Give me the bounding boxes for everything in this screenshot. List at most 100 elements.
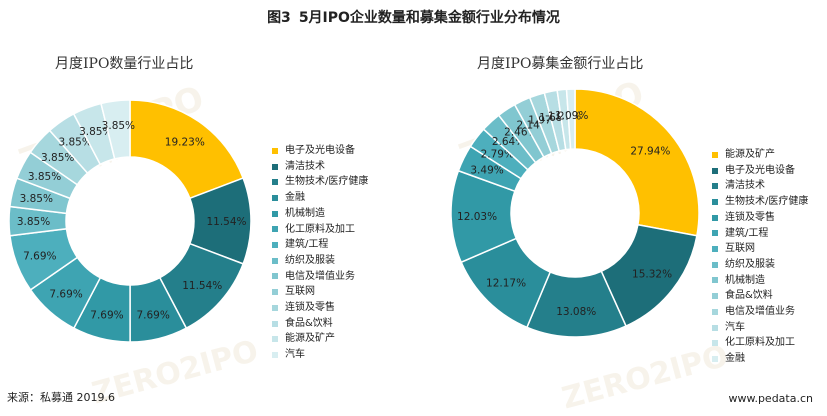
legend-label: 电子及光电设备	[725, 164, 795, 176]
legend-swatch	[712, 230, 718, 237]
legend-label: 电子及光电设备	[285, 145, 355, 156]
legend-label: 食品&饮料	[725, 290, 773, 302]
legend-item: 电子及光电设备	[272, 143, 368, 159]
legend-item: 汽车	[272, 347, 368, 363]
legend-label: 生物技术/医疗健康	[725, 196, 809, 208]
legend-swatch	[712, 198, 718, 205]
legend-swatch	[712, 214, 718, 221]
slice-value-label: 12.17%	[486, 278, 526, 290]
legend-swatch	[272, 336, 278, 343]
slice-value-label: 19.23%	[165, 137, 205, 149]
legend-count: 电子及光电设备 清洁技术生物技术/医疗健康 金融机械制造化工原料及加工建筑/工程 纺织…	[272, 143, 368, 363]
legend-swatch	[712, 293, 718, 300]
slice-value-label: 15.32%	[632, 269, 672, 281]
legend-label: 金融	[285, 192, 305, 204]
legend-item: 金融	[272, 190, 368, 206]
slice-value-label: 2.79%	[481, 148, 514, 160]
legend-label: 能源及矿产	[285, 333, 335, 345]
legend-item: 生物技术/医疗健康	[272, 174, 368, 190]
legend-item: 电子及光电设备	[712, 163, 808, 179]
legend-swatch	[712, 151, 718, 158]
legend-swatch	[712, 183, 718, 190]
slice-value-label: 12.03%	[457, 211, 497, 223]
legend-swatch	[712, 167, 718, 174]
legend-item: 建筑/工程	[272, 237, 368, 253]
donut-slice	[100, 99, 131, 160]
legend-swatch	[272, 289, 278, 296]
legend-label: 汽车	[285, 349, 305, 361]
slice-value-label: 3.85%	[17, 216, 50, 228]
donut-slice	[574, 88, 700, 237]
donut-slice	[129, 99, 245, 200]
legend-swatch	[712, 261, 718, 268]
legend-item: 食品&饮料	[272, 316, 368, 332]
legend-swatch	[272, 351, 278, 358]
slice-value-label: 7.69%	[90, 310, 123, 322]
chart-title-count: 月度IPO数量行业占比	[55, 56, 194, 72]
legend-item: 连锁及零售	[272, 300, 368, 316]
legend-item: 机械制造	[272, 206, 368, 222]
legend-item: 电信及增值业务	[712, 304, 808, 320]
legend-swatch	[712, 324, 718, 331]
legend-label: 清洁技术	[285, 160, 325, 172]
legend-swatch	[272, 226, 278, 233]
legend-item: 食品&饮料	[712, 288, 808, 304]
legend-item: 电信及增值业务	[272, 269, 368, 285]
legend-item: 生物技术/医疗健康	[712, 194, 808, 210]
legend-item: 纺织及服装	[712, 257, 808, 273]
legend-swatch	[272, 210, 278, 217]
legend-label: 互联网	[725, 243, 755, 255]
legend-swatch	[272, 147, 278, 154]
legend-label: 金融	[725, 353, 745, 365]
legend-label: 化工原料及加工	[725, 337, 795, 349]
legend-label: 生物技术/医疗健康	[285, 176, 369, 188]
legend-label: 电信及增值业务	[725, 306, 795, 318]
source-url: www.pedata.cn	[728, 392, 813, 405]
slice-value-label: 3.85%	[20, 193, 53, 205]
slice-value-label: 7.69%	[136, 310, 169, 322]
legend-swatch	[272, 163, 278, 170]
legend-swatch	[272, 257, 278, 264]
legend-label: 机械制造	[285, 207, 325, 219]
slice-value-label: 1.09%	[555, 110, 588, 122]
slice-value-label: 3.49%	[470, 165, 503, 177]
legend-label: 能源及矿产	[725, 149, 775, 160]
legend-item: 能源及矿产	[272, 331, 368, 347]
legend-swatch	[272, 179, 278, 186]
legend-item: 化工原料及加工	[712, 335, 808, 351]
legend-label: 化工原料及加工	[285, 223, 355, 235]
legend-item: 建筑/工程	[712, 226, 808, 242]
legend-item: 金融	[712, 351, 808, 367]
legend-label: 清洁技术	[725, 180, 765, 192]
slice-value-label: 27.94%	[630, 145, 670, 157]
chart-title-amount: 月度IPO募集金额行业占比	[477, 56, 644, 72]
legend-item: 清洁技术	[272, 159, 368, 175]
legend-item: 清洁技术	[712, 178, 808, 194]
slice-value-label: 11.54%	[182, 280, 222, 292]
source-note: 来源：私募通 2019.6	[7, 391, 115, 404]
slice-value-label: 3.85%	[28, 171, 61, 183]
legend-label: 连锁及零售	[285, 302, 335, 314]
legend-item: 互联网	[272, 284, 368, 300]
legend-label: 机械制造	[725, 274, 765, 286]
legend-label: 电信及增值业务	[285, 270, 355, 282]
legend-swatch	[272, 194, 278, 201]
legend-swatch	[272, 304, 278, 311]
legend-label: 食品&饮料	[285, 317, 333, 329]
legend-swatch	[712, 308, 718, 315]
legend-item: 连锁及零售	[712, 210, 808, 226]
legend-swatch	[272, 242, 278, 249]
slice-value-label: 7.69%	[23, 250, 56, 262]
donut-slice	[565, 88, 576, 150]
legend-item: 互联网	[712, 241, 808, 257]
legend-item: 机械制造	[712, 273, 808, 289]
legend-swatch	[712, 340, 718, 347]
legend-item: 化工原料及加工	[272, 222, 368, 238]
slice-value-label: 11.54%	[206, 216, 246, 228]
legend-label: 连锁及零售	[725, 211, 775, 223]
legend-swatch	[712, 246, 718, 253]
legend-amount: 能源及矿产电子及光电设备 清洁技术生物技术/医疗健康 连锁及零售建筑/工程 互联网纺织…	[712, 147, 808, 367]
legend-item: 纺织及服装	[272, 253, 368, 269]
slice-value-label: 7.69%	[49, 288, 82, 300]
